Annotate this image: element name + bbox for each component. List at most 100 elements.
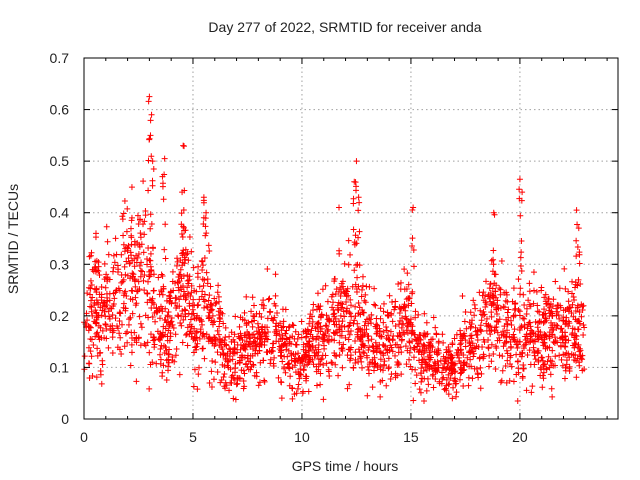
data-point [280,323,287,330]
data-point [549,393,556,400]
data-point [216,323,223,330]
data-point [462,343,469,350]
data-point [87,252,94,259]
data-point [145,278,152,285]
data-point [456,376,463,383]
data-point [173,346,180,353]
data-point [528,389,535,396]
data-point [370,367,377,374]
data-point [386,336,393,343]
data-point [510,285,517,292]
data-point [93,257,100,264]
data-point [89,312,96,319]
data-point [99,307,106,314]
data-point [504,321,511,328]
data-point [325,326,332,333]
data-point [463,325,470,332]
data-point [187,328,194,335]
data-point [87,303,94,310]
data-point [540,342,547,349]
data-point [319,286,326,293]
data-point [526,280,533,287]
data-point [118,350,125,357]
data-point [536,308,543,315]
data-point [201,333,208,340]
data-point [167,297,174,304]
data-point [488,257,495,264]
data-point [347,319,354,326]
data-point [446,380,453,387]
data-point [556,285,563,292]
data-point [146,385,153,392]
data-point [264,265,271,272]
data-point [490,299,497,306]
data-point [334,304,341,311]
data-point [303,333,310,340]
data-point [284,361,291,368]
data-point [168,314,175,321]
data-point [208,336,215,343]
data-point [412,336,419,343]
data-point [449,354,456,361]
data-point [172,352,179,359]
data-point [354,320,361,327]
data-point [132,283,139,290]
data-point [332,330,339,337]
data-point [245,366,252,373]
data-point [443,376,450,383]
data-point [350,200,357,207]
data-point [218,344,225,351]
data-point [197,326,204,333]
data-point [401,266,408,273]
data-point [538,354,545,361]
data-point [506,377,513,384]
data-point [162,221,169,228]
data-point [153,305,160,312]
data-point [355,333,362,340]
data-point [179,307,186,314]
data-point [240,367,247,374]
data-point [226,345,233,352]
data-point [188,248,195,255]
data-point [140,221,147,228]
data-point [208,368,215,375]
data-point [578,313,585,320]
data-point [337,284,344,291]
data-point [240,385,247,392]
data-point [380,308,387,315]
data-point [523,305,530,312]
data-point [424,330,431,337]
data-point [227,366,234,373]
data-point [573,253,580,260]
data-point [157,346,164,353]
data-point [200,296,207,303]
data-point [232,396,239,403]
data-point [345,336,352,343]
data-point [372,302,379,309]
data-point [279,358,286,365]
data-point [500,328,507,335]
data-point [312,325,319,332]
data-point [547,357,554,364]
data-point [518,268,525,275]
data-point [491,271,498,278]
data-point [110,302,117,309]
data-point [322,322,329,329]
data-point [381,343,388,350]
data-point [480,351,487,358]
data-point [310,301,317,308]
data-point [314,333,321,340]
data-point [345,323,352,330]
data-point [315,356,322,363]
data-point [330,299,336,306]
data-point [410,247,417,254]
data-point [126,316,133,323]
data-point [313,382,320,389]
data-point [144,261,151,268]
data-point [424,375,431,382]
data-point [387,328,394,335]
data-point [325,337,332,344]
data-point [460,383,467,390]
data-point [576,320,583,327]
data-point [98,312,105,319]
